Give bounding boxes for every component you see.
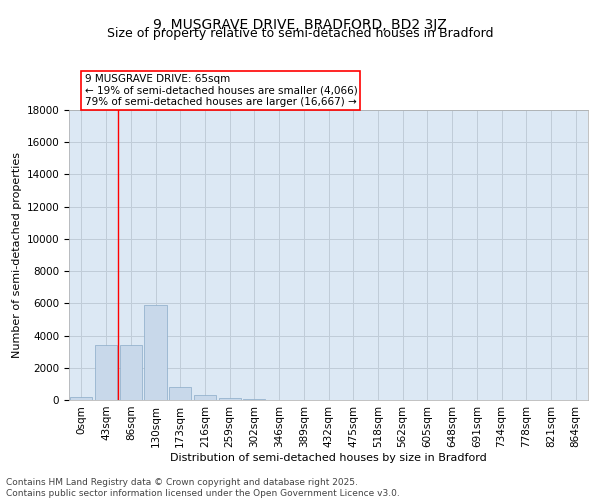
Bar (70, 397, 92, 400)
Bar (194, 395, 216, 400)
X-axis label: Distribution of semi-detached houses by size in Bradford: Distribution of semi-detached houses by … (170, 452, 487, 462)
Text: 9, MUSGRAVE DRIVE, BRADFORD, BD2 3JZ: 9, MUSGRAVE DRIVE, BRADFORD, BD2 3JZ (153, 18, 447, 32)
Bar (119, 345, 142, 400)
Bar (145, 305, 167, 400)
Text: 9 MUSGRAVE DRIVE: 65sqm
← 19% of semi-detached houses are smaller (4,066)
79% of: 9 MUSGRAVE DRIVE: 65sqm ← 19% of semi-de… (85, 74, 358, 107)
Bar (243, 398, 265, 400)
Bar (95, 345, 117, 400)
Bar (218, 398, 241, 400)
Y-axis label: Number of semi-detached properties: Number of semi-detached properties (13, 152, 22, 358)
Text: Contains HM Land Registry data © Crown copyright and database right 2025.
Contai: Contains HM Land Registry data © Crown c… (6, 478, 400, 498)
Text: Size of property relative to semi-detached houses in Bradford: Size of property relative to semi-detach… (107, 28, 493, 40)
Bar (169, 387, 191, 400)
